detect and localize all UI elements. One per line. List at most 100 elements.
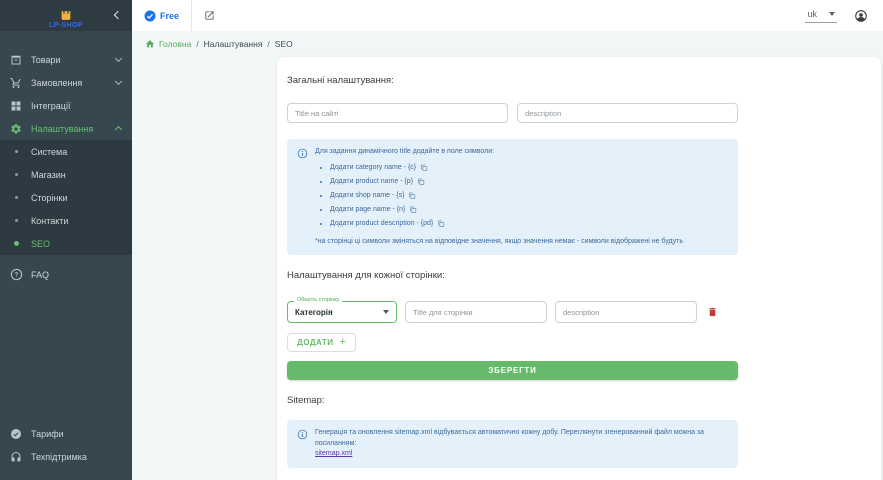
sidebar-item-label: Магазин: [31, 169, 66, 180]
sidebar-item-label: Контакти: [31, 215, 69, 226]
bullet-icon: [9, 145, 23, 158]
sidebar: LP-SHOP Товари Замовлення Інтеграції Нал…: [0, 0, 132, 480]
sidebar-item-system[interactable]: Система: [0, 140, 132, 163]
sidebar-item-label: Сторінки: [31, 192, 68, 203]
breadcrumb-home-label: Головна: [159, 39, 192, 49]
sidebar-item-faq[interactable]: ? FAQ: [0, 263, 132, 286]
verified-check-icon: [144, 10, 156, 21]
sidebar-item-shop[interactable]: Магазин: [0, 163, 132, 186]
seo-form: Загальні налаштування: Для задання динам…: [287, 75, 738, 468]
sitemap-link[interactable]: sitemap.xml: [315, 450, 353, 457]
content-background: Головна / Налаштування / SEO Загальні на…: [132, 31, 883, 480]
sidebar-item-products[interactable]: Товари: [0, 48, 132, 71]
hint-body: Для задання динамічного title додайте в …: [315, 147, 683, 247]
copy-icon[interactable]: [417, 177, 425, 186]
save-button[interactable]: Зберегти: [287, 361, 738, 380]
breadcrumb-home-link[interactable]: Головна: [145, 39, 191, 49]
box-icon: [9, 53, 23, 66]
add-row-label: Додати: [297, 338, 334, 347]
topbar-divider: [191, 0, 193, 31]
sidebar-item-integrations[interactable]: Інтеграції: [0, 94, 132, 117]
sidebar-item-tariffs[interactable]: Тарифи: [0, 422, 132, 445]
sidebar-bottom-group: Тарифи Техпідтримка: [0, 422, 132, 480]
sidebar-item-contacts[interactable]: Контакти: [0, 209, 132, 232]
add-row-button[interactable]: Додати +: [287, 333, 357, 352]
placeholder-list: Додати category name - {c} Додати produc…: [315, 163, 683, 228]
brand-logo[interactable]: LP-SHOP: [49, 7, 83, 29]
sidebar-item-label: FAQ: [31, 269, 50, 280]
info-icon: [297, 429, 308, 460]
breadcrumb-separator: /: [196, 39, 199, 49]
dynamic-title-hint: Для задання динамічного title додайте в …: [287, 139, 738, 255]
sidebar-item-support[interactable]: Техпідтримка: [0, 445, 132, 468]
plan-badge[interactable]: Free: [144, 10, 179, 22]
delete-row-button[interactable]: [707, 306, 718, 318]
collapse-sidebar-icon[interactable]: [113, 10, 123, 20]
home-icon: [145, 40, 155, 48]
sidebar-item-label: Налаштування: [31, 123, 94, 134]
sidebar-header: LP-SHOP: [0, 0, 132, 31]
page-select-label: Оберіть сторінку: [294, 297, 343, 304]
breadcrumb-separator: /: [267, 39, 270, 49]
page-select[interactable]: Оберіть сторінку Категорія: [287, 297, 397, 323]
sidebar-item-settings[interactable]: Налаштування: [0, 117, 132, 140]
site-title-input[interactable]: [287, 103, 508, 123]
per-page-row: Оберіть сторінку Категорія: [287, 297, 738, 323]
gear-icon: [9, 122, 23, 135]
placeholder-text: Додати product description - {pd}: [330, 219, 434, 227]
sidebar-item-label: Товари: [31, 54, 61, 65]
chevron-down-icon: [114, 54, 123, 63]
copy-icon[interactable]: [420, 163, 428, 172]
plus-icon: +: [339, 336, 347, 348]
bullet-icon: [9, 168, 23, 181]
placeholder-text: Додати category name - {c}: [330, 163, 417, 171]
language-select[interactable]: uk: [805, 9, 837, 23]
badge-check-icon: [9, 427, 23, 440]
info-icon: [297, 148, 308, 247]
settings-submenu: Система Магазин Сторінки Контакти SEO: [0, 140, 132, 255]
copy-icon[interactable]: [437, 219, 445, 228]
list-item: Додати category name - {c}: [330, 163, 683, 172]
hint-intro: Для задання динамічного title додайте в …: [315, 148, 495, 155]
help-icon: ?: [9, 268, 23, 281]
sidebar-item-label: Інтеграції: [31, 100, 71, 111]
sidebar-item-seo[interactable]: SEO: [0, 232, 132, 255]
bullet-icon: [9, 214, 23, 227]
svg-text:?: ?: [14, 273, 18, 279]
breadcrumb: Головна / Налаштування / SEO: [132, 31, 883, 57]
chevron-down-icon: [114, 77, 123, 86]
sidebar-item-pages[interactable]: Сторінки: [0, 186, 132, 209]
sidebar-item-label: Тарифи: [31, 428, 64, 439]
list-item: Додати product name - {p}: [330, 177, 683, 186]
breadcrumb-current: SEO: [274, 39, 293, 49]
sidebar-item-orders[interactable]: Замовлення: [0, 71, 132, 94]
chevron-up-icon: [114, 125, 123, 134]
shopping-bag-icon: [61, 7, 71, 20]
open-site-button[interactable]: [204, 10, 215, 21]
plan-badge-label: Free: [160, 10, 180, 21]
page-description-input[interactable]: [555, 301, 697, 323]
placeholder-text: Додати page name - {n}: [330, 205, 406, 213]
copy-icon[interactable]: [408, 191, 416, 200]
list-item: Додати product description - {pd}: [330, 219, 683, 228]
page-select-value: Категорія: [295, 307, 333, 317]
account-button[interactable]: [854, 9, 868, 23]
sitemap-info-text: Генерація та оновлення sitemap.xml відбу…: [315, 429, 705, 447]
trash-icon: [709, 307, 716, 317]
placeholder-text: Додати product name - {p}: [330, 177, 414, 185]
site-description-input[interactable]: [517, 103, 738, 123]
sidebar-menu: Товари Замовлення Інтеграції Налаштуванн…: [0, 31, 132, 480]
seo-settings-card: Загальні налаштування: Для задання динам…: [277, 57, 881, 480]
sidebar-item-label: SEO: [31, 238, 51, 249]
sitemap-info-body: Генерація та оновлення sitemap.xml відбу…: [315, 428, 728, 460]
main-area: Free uk Головна / Налаштування / SEO: [132, 0, 883, 480]
breadcrumb-settings-link[interactable]: Налаштування: [203, 39, 263, 49]
page-title-input[interactable]: [405, 301, 547, 323]
list-item: Додати page name - {n}: [330, 205, 683, 214]
topbar: Free uk: [132, 0, 883, 31]
cart-icon: [9, 76, 23, 89]
chevron-down-icon: [829, 11, 835, 16]
general-inputs-row: [287, 103, 738, 123]
chevron-down-icon: [383, 310, 389, 314]
copy-icon[interactable]: [409, 205, 417, 214]
